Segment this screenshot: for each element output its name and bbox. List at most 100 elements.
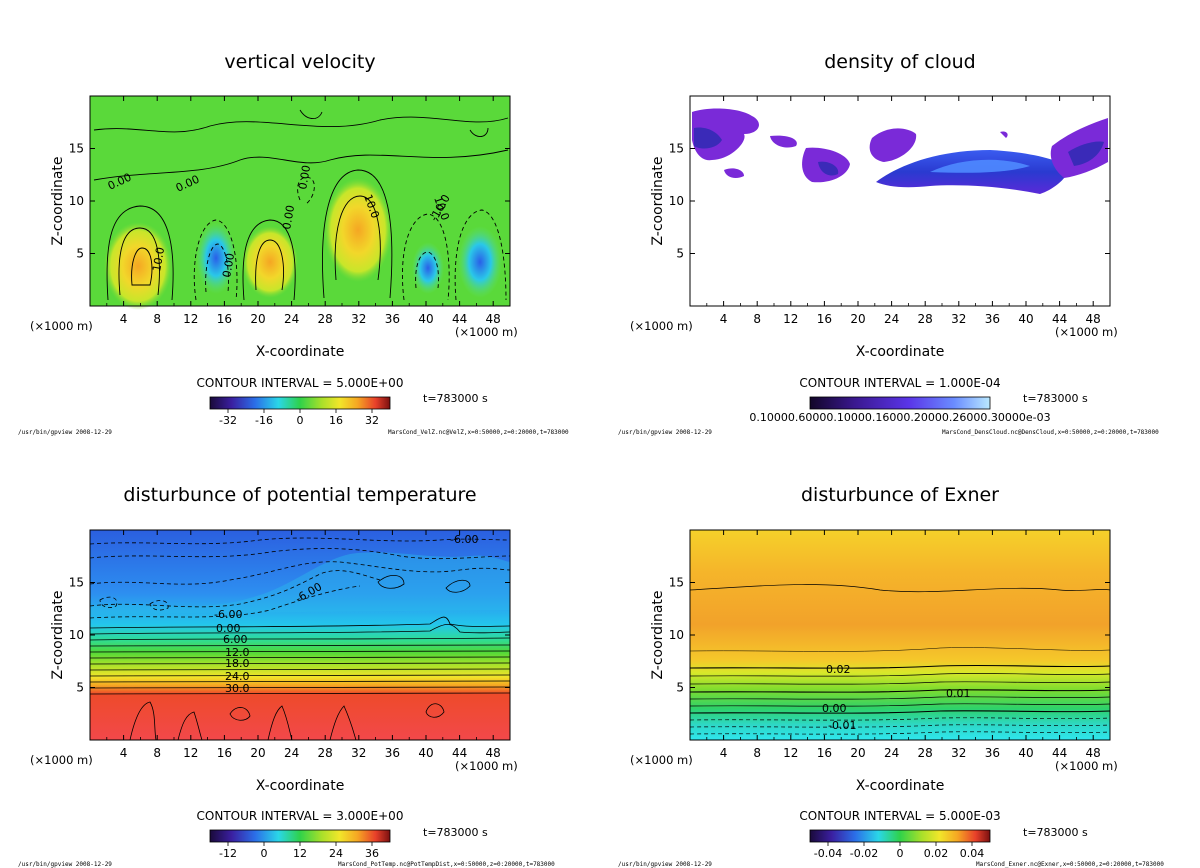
plot-area: 0.02 0.01 0.00 -0.01 <box>689 529 1111 741</box>
updraft-core <box>324 178 392 282</box>
contour-line <box>267 705 293 741</box>
y-tick-label: 10 <box>69 194 84 208</box>
cloud-patch <box>694 127 722 149</box>
x-tick-label: 12 <box>183 746 198 760</box>
downdraft-core <box>412 242 444 294</box>
x-tick-label: 8 <box>753 746 761 760</box>
x-tick-label: 4 <box>120 746 128 760</box>
contour-line <box>89 656 511 659</box>
plot-area: 0.00 0.00 0.00 0.00 10.0 10.0 10.0 -10.0… <box>89 95 511 310</box>
footer-right: MarsCond_PotTemp.nc@PotTempDist,x=0:5000… <box>338 861 555 868</box>
contour-line <box>89 561 511 585</box>
contour-line <box>89 674 511 677</box>
contour-line <box>469 127 489 137</box>
contour-line <box>89 637 511 641</box>
contour-line <box>689 703 1111 707</box>
contour-line <box>454 209 507 301</box>
contour-label: 12.0 <box>225 646 250 659</box>
colorbar-tick-label: 36 <box>365 847 379 860</box>
x-tick-label: 40 <box>418 312 433 326</box>
x-tick-label: 8 <box>153 312 161 326</box>
y-tick-label: 5 <box>76 681 84 695</box>
x-tick-label: 12 <box>783 312 798 326</box>
x-unit-left: (×1000 m) <box>630 753 693 767</box>
contour-line <box>229 707 251 721</box>
y-tick-label: 5 <box>76 247 84 261</box>
cloud-patch <box>1068 141 1104 166</box>
footer-right: MarsCond_DensCloud.nc@DensCloud,x=0:5000… <box>942 429 1159 436</box>
contour-line <box>99 596 118 608</box>
panel-potential-temperature: disturbunce of potential temperature <box>18 484 555 868</box>
contour-line <box>193 219 238 301</box>
field-background <box>690 530 1110 740</box>
y-axis-label: Z-coordinate <box>50 590 66 679</box>
contour-line <box>334 195 381 281</box>
negative-contours <box>89 537 511 619</box>
x-tick-label: 48 <box>1086 746 1101 760</box>
colorbar <box>209 396 391 410</box>
contour-line <box>89 692 511 695</box>
colorbar-tick-label: 0 <box>897 847 904 860</box>
colorbar <box>209 829 391 843</box>
negative-contours <box>689 717 1111 735</box>
colorbar-tick-label: 24 <box>329 847 343 860</box>
contour-line <box>297 176 315 205</box>
contour-line <box>415 251 439 289</box>
contour-line <box>689 689 1111 693</box>
contour-line <box>689 724 1111 728</box>
contour-line <box>89 650 511 653</box>
panel-density-of-cloud: density of cloud 4 8 12 16 20 24 28 32 36 40 44 485… <box>618 51 1159 436</box>
cloud-patch <box>770 135 797 148</box>
x-tick-label: 36 <box>985 746 1000 760</box>
x-tick-label: 16 <box>817 312 832 326</box>
contour-line <box>89 662 511 665</box>
colorbar-tick-label: 0.02 <box>924 847 949 860</box>
contour-line <box>89 570 381 608</box>
contour-line <box>89 680 511 683</box>
footer-left: /usr/bin/gpview 2008-12-29 <box>618 861 712 868</box>
contour-line <box>329 705 357 741</box>
footer-left: /usr/bin/gpview 2008-12-29 <box>618 429 712 436</box>
contour-line <box>689 731 1111 735</box>
x-tick-label: 24 <box>284 312 299 326</box>
panel-vertical-velocity: vertical velocity <box>18 51 569 436</box>
x-tick-label: 44 <box>452 312 467 326</box>
contour-label: 0.00 <box>280 204 297 230</box>
x-tick-label: 16 <box>217 312 232 326</box>
x-unit-left: (×1000 m) <box>30 319 93 333</box>
x-tick-label: 48 <box>486 746 501 760</box>
colorbar-tick-label: 0.04 <box>960 847 985 860</box>
contour-line <box>689 664 1111 669</box>
contour-line <box>689 717 1111 721</box>
contour-line <box>89 686 511 689</box>
panel-exner: disturbunce of Exner 0.02 0.0 <box>618 484 1164 868</box>
plot-area <box>689 95 1111 307</box>
x-tick-label: 4 <box>720 746 728 760</box>
updraft-core <box>104 222 172 310</box>
contour-line <box>131 247 153 286</box>
x-tick-label: 24 <box>884 312 899 326</box>
x-tick-label: 16 <box>217 746 232 760</box>
contour-label: 0.00 <box>822 702 847 715</box>
colorbar-tick-label: -12 <box>219 847 237 860</box>
x-tick-label: 28 <box>918 312 933 326</box>
contour-label: 0.00 <box>220 252 237 278</box>
chart-title: disturbunce of potential temperature <box>123 484 476 506</box>
contour-line <box>89 644 511 647</box>
x-tick-label: 40 <box>1018 312 1033 326</box>
contour-line <box>425 703 445 718</box>
contour-interval: CONTOUR INTERVAL = 1.000E-04 <box>799 376 1000 390</box>
x-tick-label: 44 <box>1052 746 1067 760</box>
contour-label: -6.00 <box>214 608 242 621</box>
y-tick-label: 15 <box>669 576 684 590</box>
x-tick-label: 16 <box>817 746 832 760</box>
chart-title: disturbunce of Exner <box>801 484 999 506</box>
x-tick-label: 4 <box>120 312 128 326</box>
y-tick-label: 15 <box>669 142 684 156</box>
cloud-patch <box>1000 131 1008 138</box>
y-tick-label: 5 <box>676 681 684 695</box>
colorbar-ticks: -12 0 12 24 36 <box>219 842 379 860</box>
plot-area: -6.00 -6.00 -6.00 0.00 6.00 12.0 18.0 24… <box>89 529 511 741</box>
colorbar-ticks: -0.04 -0.02 0 0.02 0.04 <box>814 842 984 860</box>
